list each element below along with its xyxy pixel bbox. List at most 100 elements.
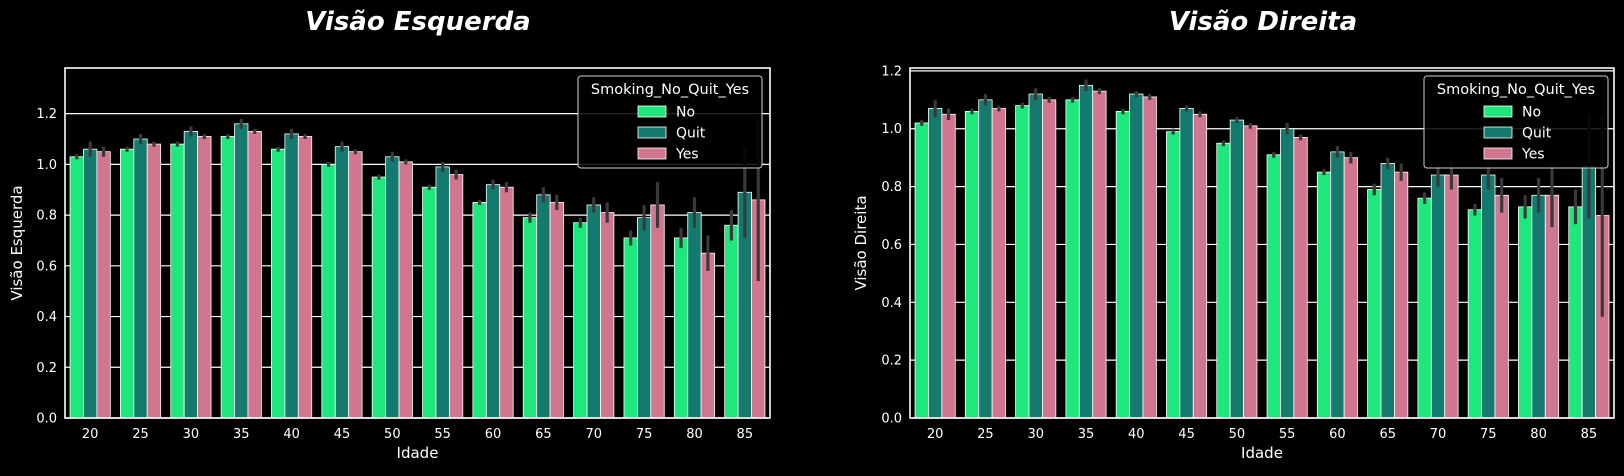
legend-swatch-yes — [637, 147, 667, 160]
y-tick-label: 0.0 — [881, 412, 902, 427]
bar-quit — [334, 146, 350, 419]
x-tick-label: 30 — [183, 427, 200, 442]
x-tick-label: 85 — [1581, 427, 1598, 442]
bar-quit — [385, 156, 400, 419]
x-tick-label: 20 — [82, 427, 99, 442]
chart-title: Visão Direita — [1169, 7, 1357, 37]
bar-no — [472, 202, 487, 419]
bar-quit — [978, 99, 993, 419]
bar-no — [522, 217, 538, 419]
bar-no — [371, 176, 387, 419]
bar-no — [1568, 206, 1583, 419]
bar-yes — [1394, 171, 1409, 419]
legend-label-quit: Quit — [1522, 126, 1552, 142]
legend-box — [577, 75, 763, 169]
y-tick-label: 0.0 — [36, 412, 57, 427]
bar-yes — [1343, 157, 1358, 419]
bar-quit — [1129, 93, 1144, 419]
bar-quit — [234, 123, 249, 419]
x-tick-label: 55 — [434, 427, 451, 442]
y-tick-label: 0.8 — [36, 209, 57, 224]
bar-no — [422, 186, 437, 419]
y-axis-label: Visão Direita — [852, 195, 870, 290]
x-tick-label: 70 — [585, 427, 602, 442]
x-tick-label: 65 — [535, 427, 552, 442]
bar-yes — [398, 161, 413, 419]
bar-quit — [1280, 128, 1295, 419]
legend-label-yes: Yes — [1521, 147, 1545, 163]
bar-quit — [536, 194, 551, 419]
y-tick-label: 1.0 — [881, 122, 902, 137]
bar-yes — [96, 151, 111, 419]
bar-yes — [1092, 90, 1107, 419]
x-tick-label: 55 — [1279, 427, 1296, 442]
bar-yes — [247, 131, 262, 419]
bar-yes — [1293, 137, 1308, 419]
bar-quit — [485, 184, 501, 419]
x-tick-label: 70 — [1430, 427, 1447, 442]
bar-yes — [1544, 194, 1560, 419]
bar-no — [321, 163, 336, 419]
y-tick-label: 1.0 — [36, 158, 57, 173]
bar-no — [1216, 142, 1231, 419]
bar-no — [623, 237, 638, 419]
bar-no — [964, 110, 980, 419]
bar-yes — [1444, 174, 1459, 419]
bar-no — [1065, 99, 1080, 419]
x-tick-label: 50 — [1229, 427, 1246, 442]
bar-yes — [991, 108, 1006, 419]
bar-quit — [1380, 163, 1395, 419]
bar-quit — [1078, 84, 1094, 419]
x-tick-label: 60 — [1329, 427, 1346, 442]
bar-quit — [83, 148, 98, 419]
y-tick-label: 0.2 — [36, 361, 57, 376]
bar-no — [1518, 206, 1533, 419]
x-tick-label: 30 — [1027, 427, 1044, 442]
bar-quit — [133, 138, 148, 419]
bar-no — [724, 224, 739, 419]
bar-no — [673, 237, 689, 419]
y-tick-label: 1.2 — [881, 64, 902, 79]
bar-no — [1367, 189, 1382, 419]
bar-yes — [197, 136, 212, 419]
x-tick-label: 25 — [132, 427, 149, 442]
legend: Smoking_No_Quit_Yes No Quit Yes — [1423, 75, 1609, 169]
bar-yes — [448, 174, 464, 419]
bar-no — [119, 148, 135, 419]
x-tick-label: 75 — [1480, 427, 1497, 442]
x-tick-label: 65 — [1379, 427, 1396, 442]
legend-label-quit: Quit — [676, 126, 706, 142]
bar-quit — [928, 108, 943, 419]
x-tick-label: 45 — [334, 427, 351, 442]
x-tick-label: 75 — [636, 427, 653, 442]
bar-no — [1467, 209, 1482, 419]
x-tick-label: 45 — [1178, 427, 1195, 442]
legend-label-no: No — [1522, 105, 1541, 121]
bar-yes — [348, 151, 363, 419]
bar-quit — [284, 133, 299, 419]
bar-yes — [297, 136, 313, 419]
chart-title: Visão Esquerda — [305, 7, 530, 37]
x-tick-label: 85 — [737, 427, 754, 442]
bar-no — [1266, 154, 1281, 419]
bar-quit — [636, 217, 652, 419]
bar-yes — [700, 252, 716, 419]
y-tick-label: 0.6 — [881, 238, 902, 253]
legend-title: Smoking_No_Quit_Yes — [591, 82, 749, 98]
y-axis-label: Visão Esquerda — [8, 185, 26, 300]
bar-yes — [941, 113, 956, 419]
bar-yes — [650, 204, 665, 419]
x-tick-label: 35 — [1078, 427, 1095, 442]
legend-swatch-yes — [1483, 147, 1513, 160]
axes-frame — [909, 67, 1615, 419]
x-axis-label: Idade — [1241, 444, 1283, 462]
chart-1: Visão Esquerda 0.0 0.2 0.4 0.6 0.8 1.0 1.2 20 25 3… — [8, 7, 771, 462]
x-tick-label: 25 — [977, 427, 994, 442]
legend-swatch-quit — [637, 126, 667, 139]
legend-swatch-no — [1483, 105, 1513, 118]
bar-no — [1015, 105, 1030, 419]
bar-no — [1166, 131, 1181, 419]
bar-yes — [1243, 125, 1258, 419]
